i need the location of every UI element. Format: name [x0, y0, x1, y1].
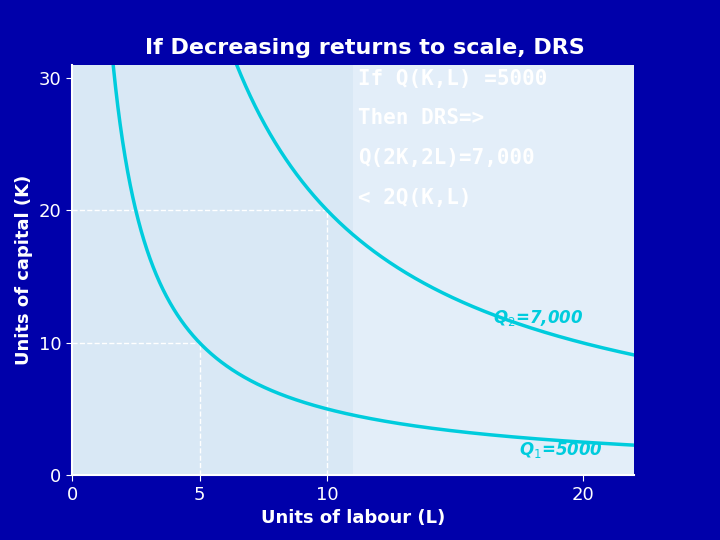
- X-axis label: Units of labour (L): Units of labour (L): [261, 509, 445, 527]
- Y-axis label: Units of capital (K): Units of capital (K): [15, 175, 33, 365]
- Text: If Q(K,L) =5000: If Q(K,L) =5000: [358, 69, 547, 89]
- Text: < 2Q(K,L): < 2Q(K,L): [358, 188, 472, 208]
- Text: Then DRS=>: Then DRS=>: [358, 109, 484, 129]
- Text: Q(2K,2L)=7,000: Q(2K,2L)=7,000: [358, 148, 535, 168]
- Text: Q$_1$=5000: Q$_1$=5000: [518, 440, 603, 460]
- Text: Q$_2$=7,000: Q$_2$=7,000: [493, 308, 583, 328]
- Text: If Decreasing returns to scale, DRS: If Decreasing returns to scale, DRS: [145, 38, 585, 58]
